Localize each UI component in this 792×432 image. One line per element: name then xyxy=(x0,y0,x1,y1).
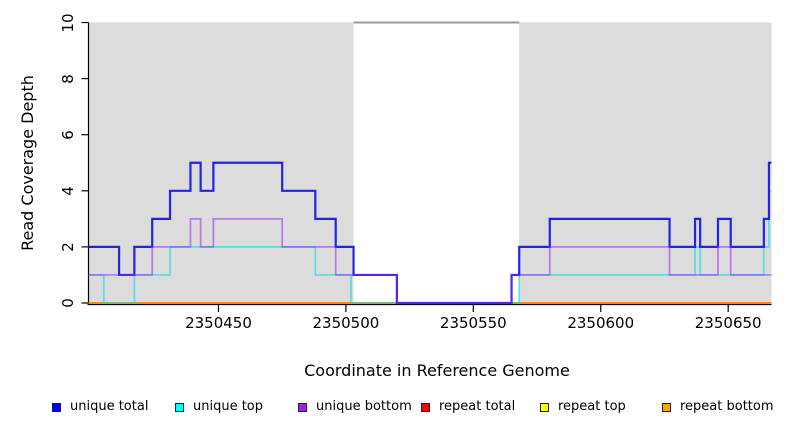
legend-label: repeat total xyxy=(439,399,516,414)
legend-item-repeat-total: repeat total xyxy=(421,398,515,416)
repeat-bottom-swatch-icon xyxy=(662,402,671,412)
y-tick-label: 10 xyxy=(59,12,77,33)
unique-total-swatch-icon xyxy=(52,402,61,412)
x-axis-title: Coordinate in Reference Genome xyxy=(304,361,570,380)
x-tick-label: 2350450 xyxy=(185,314,252,332)
legend-item-repeat-top: repeat top xyxy=(540,398,626,416)
x-tick-label: 2350600 xyxy=(567,314,635,332)
unique-bottom-swatch-icon xyxy=(298,402,307,412)
unique-top-swatch-icon xyxy=(175,402,184,412)
repeat-total-swatch-icon xyxy=(421,402,430,412)
legend-item-unique-total: unique total xyxy=(52,398,148,416)
legend-label: repeat bottom xyxy=(680,399,774,414)
x-tick-label: 2350650 xyxy=(694,314,762,332)
legend-label: unique top xyxy=(193,399,264,414)
legend-label: repeat top xyxy=(558,399,626,414)
y-axis-title: Read Coverage Depth xyxy=(18,75,37,251)
legend-item-repeat-bottom: repeat bottom xyxy=(662,398,774,416)
shaded-region xyxy=(519,22,772,303)
x-tick-label: 2350500 xyxy=(312,314,380,332)
legend-label: unique total xyxy=(70,399,149,414)
series-unique-bottom xyxy=(88,218,772,304)
x-tick-label: 2350550 xyxy=(439,314,507,332)
repeat-top-swatch-icon xyxy=(540,402,549,412)
legend-label: unique bottom xyxy=(316,399,412,414)
legend-item-unique-top: unique top xyxy=(175,398,263,416)
legend-item-unique-bottom: unique bottom xyxy=(298,398,412,416)
